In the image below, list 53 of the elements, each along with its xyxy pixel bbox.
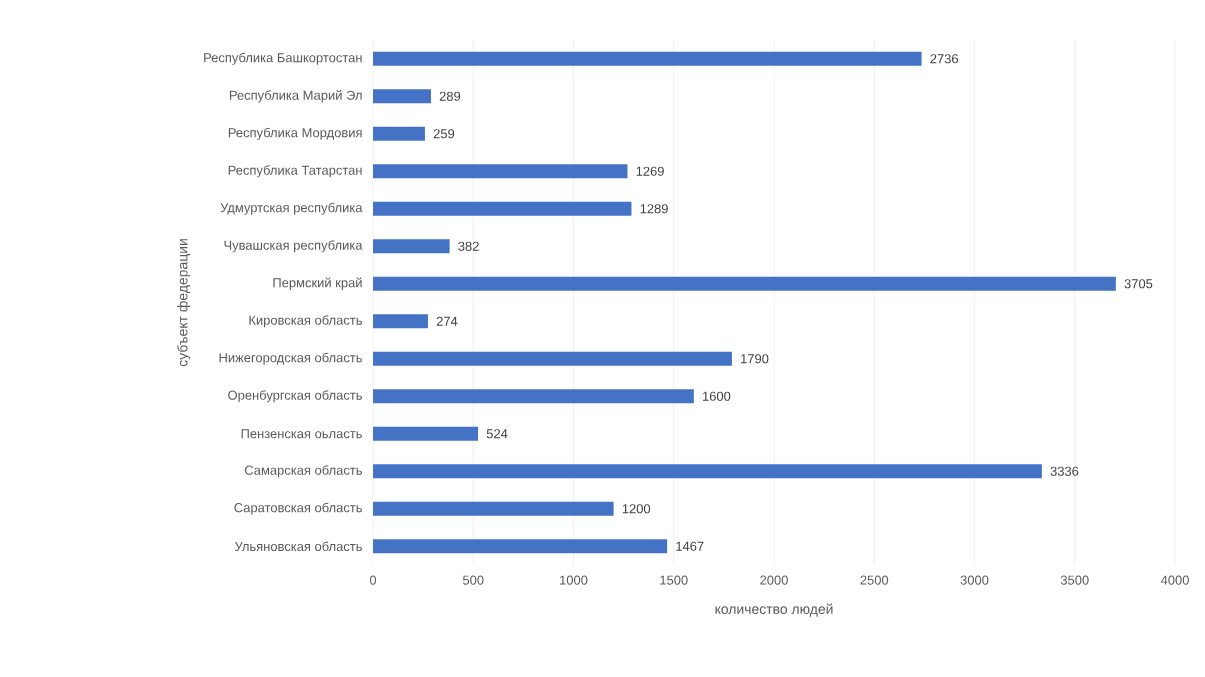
bar	[373, 51, 922, 66]
y-tick-label: Пермский край	[273, 277, 362, 290]
data-label: 2736	[930, 54, 959, 64]
bar	[373, 164, 628, 179]
x-axis-title: количество людей	[715, 603, 833, 617]
data-label: 1200	[622, 504, 651, 514]
y-tick-label: Республика Башкортостан	[204, 52, 362, 65]
x-tick-label: 0	[369, 575, 377, 585]
bar	[373, 239, 450, 254]
bar	[373, 201, 632, 216]
data-label: 3705	[1124, 279, 1153, 289]
data-label: 1790	[741, 354, 769, 364]
x-tick-label: 3000	[960, 575, 989, 585]
data-label: 524	[486, 429, 508, 439]
data-label: 1600	[702, 391, 731, 401]
data-label: 1467	[676, 541, 704, 551]
y-tick-label: Удмуртская республика	[220, 202, 363, 215]
y-tick-label: Кировская область	[249, 315, 362, 328]
y-tick-label: Самарская область	[244, 465, 362, 478]
y-tick-label: Нижегородская область	[219, 352, 362, 365]
x-tick-label: 1000	[560, 575, 588, 585]
x-tick-label: 1500	[660, 575, 688, 585]
bar	[373, 351, 732, 366]
bar	[373, 126, 425, 141]
data-label: 289	[439, 91, 461, 101]
bar	[373, 539, 668, 554]
bar	[373, 276, 1116, 291]
y-tick-label: Оренбургская область	[228, 390, 362, 403]
y-tick-label: Чувашская республика	[224, 240, 363, 253]
y-tick-label: Республика Татарстан	[228, 165, 362, 178]
data-label: 382	[458, 241, 479, 251]
data-label: 3336	[1050, 466, 1079, 476]
y-tick-label: Саратовская область	[234, 502, 362, 515]
bar	[373, 314, 428, 329]
x-tick-label: 2000	[760, 575, 788, 585]
bar	[373, 89, 431, 104]
data-label: 274	[436, 316, 458, 326]
x-tick-label: 2500	[860, 575, 889, 585]
y-tick-label: Республика Мордовия	[228, 127, 362, 140]
bar	[373, 389, 694, 404]
data-label: 1289	[640, 204, 668, 214]
bar	[373, 501, 614, 516]
y-tick-label: Республика Марий Эл	[229, 90, 362, 103]
x-tick-label: 500	[462, 575, 484, 585]
data-label: 259	[433, 129, 455, 139]
y-tick-label: Пензенская оьласть	[241, 429, 362, 439]
data-label: 1269	[636, 166, 664, 176]
y-tick-label: Ульяновская область	[234, 541, 362, 552]
bar	[373, 464, 1042, 479]
bar	[373, 426, 479, 441]
x-tick-label: 3500	[1060, 575, 1089, 585]
x-tick-label: 4000	[1160, 575, 1189, 585]
y-axis-title: субъект федерации	[177, 239, 191, 367]
